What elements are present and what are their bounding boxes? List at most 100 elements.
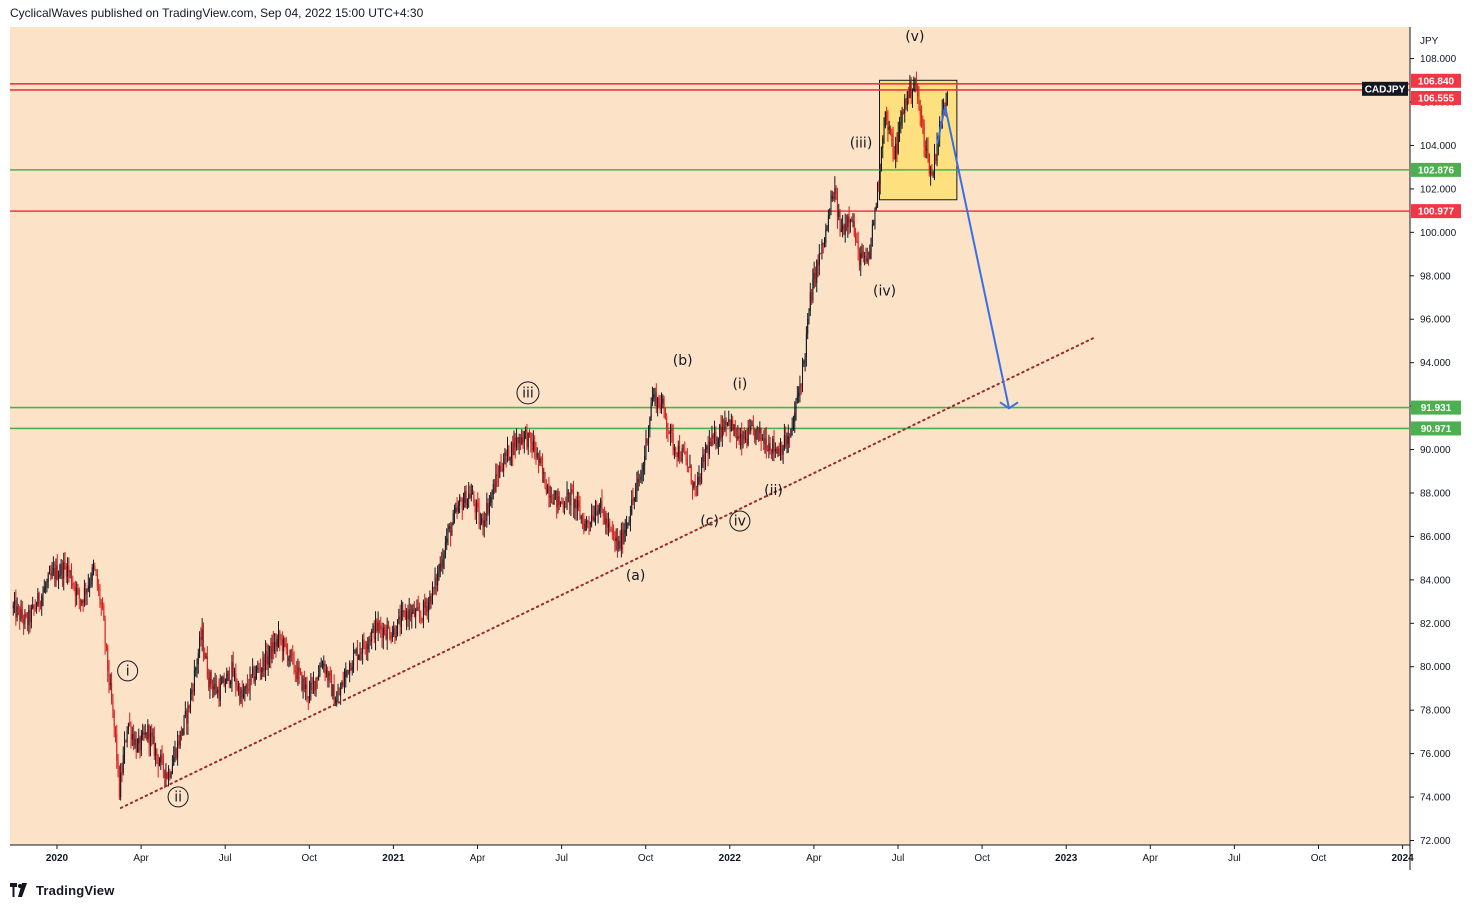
- candle-body: [540, 458, 542, 465]
- candle-body: [618, 541, 620, 549]
- candle-body: [377, 622, 379, 632]
- candle-body: [785, 435, 787, 447]
- candle-body: [337, 694, 339, 701]
- candle-body: [187, 705, 189, 724]
- candle-body: [142, 731, 144, 735]
- candle-body: [155, 748, 157, 756]
- candle-body: [561, 501, 563, 503]
- candle-body: [910, 81, 912, 97]
- time-tick-label: Jul: [219, 853, 232, 864]
- candle-body: [333, 684, 335, 706]
- candle-body: [70, 571, 72, 584]
- candle-body: [514, 438, 516, 448]
- candle-body: [246, 684, 248, 690]
- candle-body: [729, 419, 731, 432]
- candle-body: [778, 448, 780, 456]
- candle-body: [636, 482, 638, 491]
- candle-body: [530, 432, 532, 442]
- time-tick-label: Oct: [638, 853, 654, 864]
- candle-body: [419, 610, 421, 616]
- level-price-tag: [1411, 204, 1461, 219]
- candle-body: [94, 565, 96, 570]
- candle-body: [430, 595, 432, 605]
- candle-body: [210, 672, 212, 685]
- candle-body: [551, 496, 553, 502]
- candle-body: [397, 619, 399, 636]
- candle-body: [715, 431, 717, 447]
- candle-body: [98, 586, 100, 590]
- candle-body: [701, 462, 703, 483]
- candle-body: [121, 772, 123, 774]
- candle-body: [47, 574, 49, 583]
- candle-body: [37, 593, 39, 607]
- candle-body: [438, 571, 440, 573]
- candle-body: [151, 732, 153, 737]
- candle-body: [675, 447, 677, 455]
- candle-body: [663, 398, 665, 409]
- candle-body: [838, 211, 840, 217]
- candle-body: [381, 629, 383, 639]
- candle-body: [177, 740, 179, 758]
- candle-body: [695, 485, 697, 487]
- candle-body: [670, 427, 672, 435]
- candle-body: [600, 499, 602, 509]
- candle-body: [826, 226, 828, 230]
- wave-label: (v): [905, 29, 924, 45]
- candle-body: [892, 136, 894, 158]
- candle-body: [452, 513, 454, 525]
- candle-body: [341, 681, 343, 689]
- candle-body: [672, 433, 674, 451]
- candle-body: [368, 639, 370, 644]
- candle-body: [628, 521, 630, 523]
- candle-body: [720, 425, 722, 438]
- candle-body: [717, 439, 719, 446]
- candle-body: [152, 736, 154, 738]
- candle-body: [547, 485, 549, 494]
- candle-body: [839, 211, 841, 232]
- candle-body: [292, 654, 294, 656]
- candle-body: [124, 741, 126, 755]
- candle-body: [795, 400, 797, 413]
- candle-body: [818, 253, 820, 266]
- candle-body: [610, 526, 612, 531]
- candle-body: [487, 502, 489, 514]
- time-tick-label: 2020: [46, 853, 69, 864]
- candle-body: [736, 436, 738, 439]
- candle-body: [846, 223, 848, 228]
- candle-body: [587, 520, 589, 524]
- candle-body: [23, 618, 25, 625]
- time-tick-label: 2022: [719, 853, 742, 864]
- candle-body: [302, 678, 304, 691]
- candle-body: [759, 427, 761, 434]
- candle-body: [909, 81, 911, 99]
- candle-body: [391, 634, 393, 639]
- candle-body: [648, 428, 650, 444]
- candle-body: [505, 452, 507, 456]
- candle-body: [146, 732, 148, 739]
- candle-body: [205, 656, 207, 659]
- candle-body: [834, 187, 836, 200]
- candle-body: [772, 438, 774, 454]
- candle-body: [360, 652, 362, 654]
- candle-body: [65, 566, 67, 577]
- candle-body: [162, 755, 164, 770]
- candle-body: [794, 412, 796, 423]
- candle-body: [473, 493, 475, 504]
- candle-body: [148, 725, 150, 745]
- candle-body: [399, 616, 401, 627]
- candle-body: [470, 493, 472, 498]
- candle-body: [566, 493, 568, 508]
- candle-body: [878, 183, 880, 185]
- candle-body: [81, 600, 83, 605]
- candle-body: [248, 689, 250, 691]
- candle-body: [517, 437, 519, 444]
- candle-body: [385, 633, 387, 639]
- candle-body: [95, 569, 97, 575]
- candle-body: [840, 229, 842, 232]
- candle-body: [844, 223, 846, 235]
- candle-body: [67, 565, 69, 577]
- candle-body: [424, 601, 426, 608]
- wave-label-circle: [516, 381, 540, 405]
- wave-label: iv: [734, 514, 746, 530]
